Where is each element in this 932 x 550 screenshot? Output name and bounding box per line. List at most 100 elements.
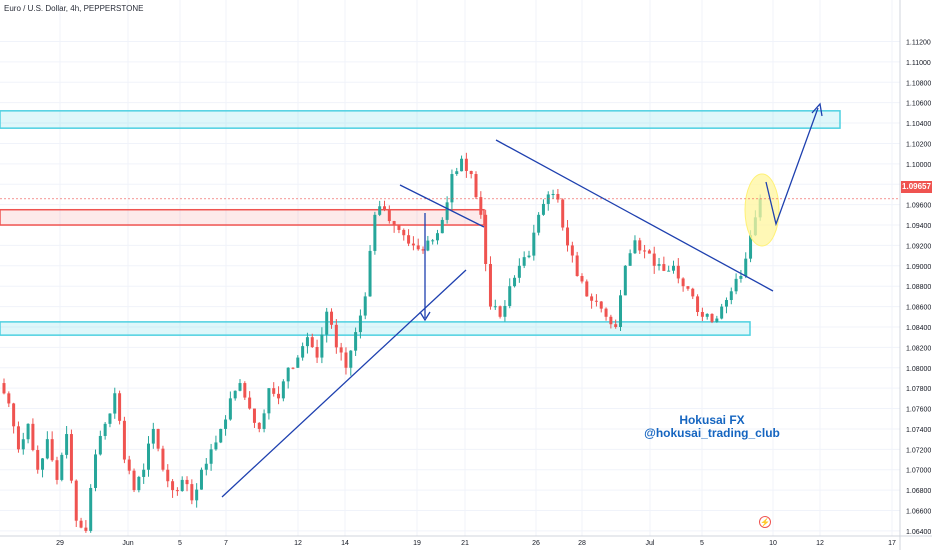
- resistance-zone: [0, 110, 841, 129]
- candle-body: [16, 426, 20, 450]
- time-axis[interactable]: 29 Jun 5 7 12 14 19 21 26 28 Jul 5 10 12 17: [0, 535, 932, 547]
- candle-body: [74, 480, 78, 521]
- lightning-icon[interactable]: ⚡: [759, 516, 771, 528]
- price-tick-label: 1.06400: [906, 529, 931, 536]
- candle-body: [257, 422, 261, 429]
- time-tick-label: 28: [578, 540, 586, 547]
- candle-body: [224, 419, 228, 429]
- candle-body: [334, 324, 338, 348]
- price-tick-label: 1.08400: [906, 325, 931, 332]
- measured-move-arrowhead: [419, 311, 431, 322]
- candle-body: [7, 393, 11, 404]
- candle-body: [195, 489, 199, 501]
- candle-body: [705, 313, 709, 317]
- candle-body: [614, 324, 618, 327]
- candle-body: [2, 383, 6, 394]
- price-tick-label: 1.10600: [906, 101, 931, 108]
- candle-body: [175, 490, 179, 492]
- trend-drawings: [0, 102, 900, 498]
- candle-body: [310, 337, 314, 348]
- candle-body: [623, 265, 627, 296]
- candle-body: [286, 367, 290, 382]
- ascending-trendline: [221, 269, 467, 498]
- price-tick-label: 1.08200: [906, 345, 931, 352]
- candle-body: [363, 296, 367, 316]
- candle-body: [493, 306, 497, 308]
- time-tick-label: 5: [700, 540, 704, 547]
- candle-body: [146, 443, 150, 470]
- price-tick-label: 1.09600: [906, 203, 931, 210]
- candle-body: [527, 255, 531, 258]
- candle-body: [686, 286, 690, 289]
- candle-body: [354, 332, 358, 351]
- candlestick-series: [2, 152, 762, 533]
- price-axis[interactable]: 1.11200 1.11000 1.10800 1.10600 1.10400 1.102…: [899, 0, 932, 550]
- candle-body: [31, 423, 35, 451]
- candle-body: [161, 448, 165, 470]
- candle-body: [681, 278, 685, 287]
- last-price-tag: 1.09657: [901, 181, 932, 193]
- candle-body: [291, 367, 295, 369]
- candle-body: [368, 250, 372, 297]
- candle-body: [517, 265, 521, 278]
- candle-body: [180, 479, 184, 492]
- candle-body: [315, 347, 319, 358]
- candle-body: [41, 458, 45, 470]
- candle-body: [378, 206, 382, 215]
- candle-body: [397, 225, 401, 230]
- price-axis-bg: [900, 0, 932, 550]
- candle-body: [272, 388, 276, 394]
- candle-body: [60, 454, 64, 480]
- candle-body: [108, 413, 112, 424]
- candle-body: [89, 487, 93, 531]
- candle-body: [739, 276, 743, 279]
- price-tick-label: 1.07000: [906, 468, 931, 475]
- candle-body: [426, 240, 430, 251]
- candle-body: [537, 214, 541, 233]
- candle-body: [643, 250, 647, 252]
- supply-zone: [0, 208, 485, 226]
- candle-body: [142, 469, 146, 477]
- candle-body: [647, 250, 651, 254]
- candle-body: [330, 311, 334, 325]
- candle-body: [248, 397, 252, 409]
- candle-body: [243, 383, 247, 398]
- candle-body: [26, 423, 30, 440]
- candle-body: [445, 202, 449, 220]
- price-tick-label: 1.10000: [906, 162, 931, 169]
- candle-body: [84, 527, 88, 531]
- candle-body: [431, 240, 435, 242]
- candle-body: [171, 481, 175, 491]
- candle-body: [325, 311, 329, 335]
- candle-body: [484, 214, 488, 265]
- candle-body: [103, 423, 107, 436]
- breakout-highlight: [744, 173, 780, 247]
- candle-body: [277, 393, 281, 399]
- candle-body: [522, 257, 526, 266]
- candle-body: [724, 300, 728, 307]
- candle-body: [98, 435, 102, 455]
- candle-body: [151, 428, 155, 444]
- candle-body: [383, 206, 386, 210]
- candle-body: [710, 313, 714, 322]
- candle-body: [700, 312, 704, 317]
- time-tick-label: 26: [532, 540, 540, 547]
- price-tick-label: 1.11200: [906, 39, 931, 46]
- candle-body: [460, 158, 464, 172]
- candle-body: [715, 318, 719, 322]
- time-tick-label: 14: [341, 540, 349, 547]
- candle-body: [546, 194, 550, 204]
- descending-trendline: [495, 139, 774, 292]
- candle-body: [296, 357, 300, 368]
- candle-body: [450, 174, 454, 203]
- candle-body: [199, 469, 203, 490]
- candle-body: [65, 434, 69, 455]
- candle-body: [156, 428, 160, 449]
- candle-body: [79, 520, 83, 528]
- candle-body: [575, 255, 579, 276]
- candle-body: [566, 227, 570, 246]
- candle-body: [696, 296, 700, 313]
- projection-path: [765, 107, 819, 227]
- time-tick-label: 19: [413, 540, 421, 547]
